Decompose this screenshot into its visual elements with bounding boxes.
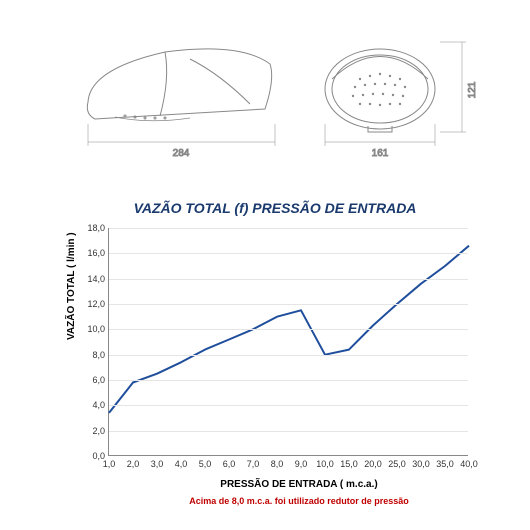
x-tick: 25,0	[388, 459, 406, 469]
y-tick: 10,0	[79, 324, 105, 334]
side-width-dim: 284	[173, 148, 190, 159]
y-tick: 18,0	[79, 223, 105, 233]
chart-title: VAZÃO TOTAL (f) PRESSÃO DE ENTRADA	[60, 200, 490, 216]
front-view: 161 121	[325, 42, 478, 159]
front-width-dim: 161	[372, 148, 389, 159]
x-tick: 5,0	[199, 459, 212, 469]
x-tick: 3,0	[151, 459, 164, 469]
x-tick: 1,0	[103, 459, 116, 469]
height-dim: 121	[467, 81, 478, 98]
y-tick: 14,0	[79, 274, 105, 284]
x-axis-label: PRESSÃO DE ENTRADA ( m.c.a.)	[84, 479, 514, 490]
y-tick: 0,0	[79, 451, 105, 461]
side-view: 284	[87, 49, 275, 159]
x-tick: 2,0	[127, 459, 140, 469]
y-tick: 4,0	[79, 400, 105, 410]
x-tick: 35,0	[436, 459, 454, 469]
x-tick: 4,0	[175, 459, 188, 469]
x-tick: 9,0	[295, 459, 308, 469]
x-tick: 30,0	[412, 459, 430, 469]
flow-pressure-chart: VAZÃO TOTAL (f) PRESSÃO DE ENTRADA VAZÃO…	[60, 200, 490, 510]
technical-diagrams: 284 161 121	[70, 24, 490, 174]
y-tick: 6,0	[79, 375, 105, 385]
y-axis-label: VAZÃO TOTAL ( l/min )	[66, 232, 77, 340]
x-tick: 15,0	[340, 459, 358, 469]
x-tick: 8,0	[271, 459, 284, 469]
plot-area: 0,02,04,06,08,010,012,014,016,018,01,02,…	[108, 228, 468, 456]
x-tick: 20,0	[364, 459, 382, 469]
y-tick: 2,0	[79, 426, 105, 436]
x-tick: 7,0	[247, 459, 260, 469]
chart-footnote: Acima de 8,0 m.c.a. foi utilizado reduto…	[84, 496, 514, 506]
x-tick: 40,0	[460, 459, 478, 469]
data-line	[109, 228, 468, 455]
x-tick: 6,0	[223, 459, 236, 469]
y-tick: 8,0	[79, 350, 105, 360]
y-tick: 12,0	[79, 299, 105, 309]
x-tick: 10,0	[316, 459, 334, 469]
y-tick: 16,0	[79, 248, 105, 258]
diagram-svg: 284 161 121	[70, 24, 490, 174]
